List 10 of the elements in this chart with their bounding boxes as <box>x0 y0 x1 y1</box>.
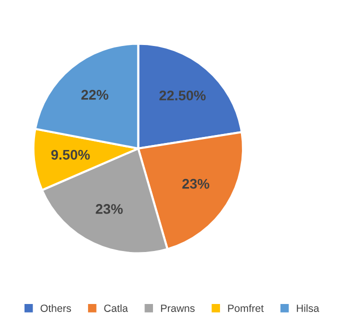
data-label: 9.50% <box>51 150 90 160</box>
data-label: 22% <box>81 90 108 100</box>
legend-label: Catla <box>104 304 128 312</box>
data-label: 23% <box>182 178 210 189</box>
legend-label: Hilsa <box>296 304 320 312</box>
legend-label: Prawns <box>161 304 195 312</box>
legend-label: Pomfret <box>228 304 264 312</box>
legend-label: Others <box>40 304 72 312</box>
data-label: 22.50% <box>159 90 206 100</box>
data-label: 23% <box>96 204 123 214</box>
